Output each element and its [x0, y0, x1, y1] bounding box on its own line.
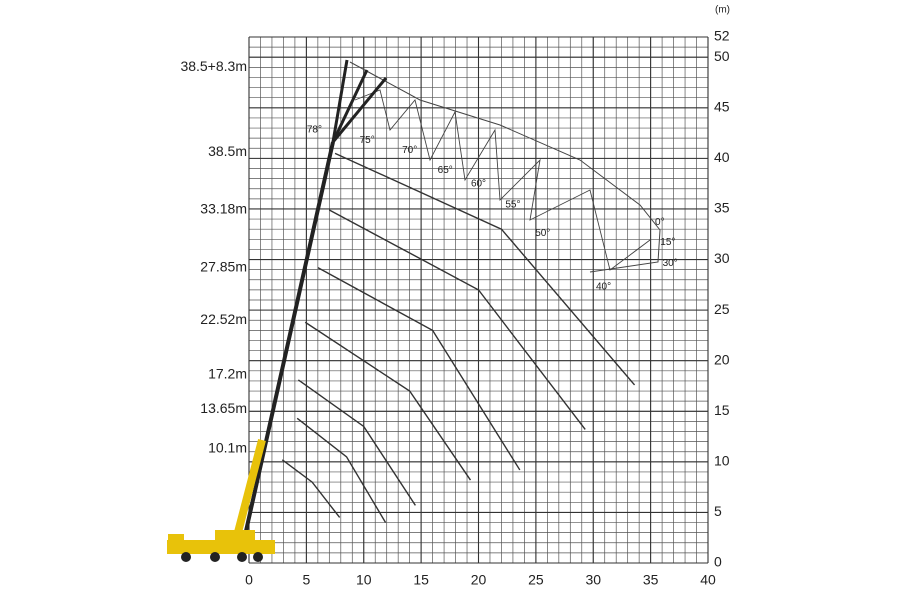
- range-curve: [296, 417, 387, 523]
- range-curve: [304, 321, 472, 481]
- range-curve: [328, 209, 586, 430]
- boom-length-label: 10.1m: [208, 439, 247, 455]
- range-curve: [334, 152, 636, 386]
- y-unit: (m): [715, 5, 730, 16]
- x-tick-label: 5: [302, 572, 310, 588]
- y-tick-label: 15: [714, 402, 730, 418]
- boom-length-label: 13.65m: [200, 400, 247, 416]
- boom-length-label: 38.5m: [208, 143, 247, 159]
- crane: [167, 59, 388, 562]
- boom-length-label: 33.18m: [200, 201, 247, 217]
- y-tick-label: 5: [714, 503, 722, 519]
- x-tick-label: 25: [528, 572, 544, 588]
- grid: [248, 36, 709, 564]
- x-tick-label: 40: [700, 572, 716, 588]
- y-tick-label: 40: [714, 149, 730, 165]
- jib-lattice: [354, 89, 651, 271]
- angle-label: 70°: [402, 145, 417, 156]
- angle-label: 60°: [471, 178, 486, 189]
- range-curve: [297, 379, 416, 506]
- angle-label: 30°: [663, 258, 678, 269]
- angle-label: 65°: [438, 165, 453, 176]
- angle-label: 40°: [596, 281, 611, 292]
- boom-length-label: 22.52m: [200, 311, 247, 327]
- y-tick-label: 10: [714, 453, 730, 469]
- angle-label: 55°: [505, 200, 520, 211]
- angle-label: 78°: [307, 125, 322, 136]
- y-tick-label: 50: [714, 48, 730, 64]
- boom-length-label: 27.85m: [200, 258, 247, 274]
- range-curve: [281, 459, 341, 518]
- x-tick-label: 15: [413, 572, 429, 588]
- angle-label: 0°: [655, 217, 665, 228]
- jib-envelope: [349, 61, 661, 273]
- x-tick-label: 0: [245, 572, 253, 588]
- y-tick-label: 0: [714, 554, 722, 570]
- y-tick-label: 52: [714, 28, 730, 44]
- boom-length-label: 38.5+8.3m: [180, 58, 247, 74]
- angle-label: 75°: [360, 135, 375, 146]
- y-tick-label: 20: [714, 351, 730, 367]
- y-tick-label: 25: [714, 301, 730, 317]
- y-tick-label: 30: [714, 250, 730, 266]
- x-tick-label: 35: [643, 572, 659, 588]
- y-tick-label: 45: [714, 99, 730, 115]
- x-tick-label: 10: [356, 572, 372, 588]
- boom-length-label: 17.2m: [208, 366, 247, 382]
- range-curve: [317, 267, 521, 471]
- x-tick-label: 20: [471, 572, 487, 588]
- angle-label: 50°: [535, 228, 550, 239]
- y-tick-label: 35: [714, 200, 730, 216]
- angle-label: 15°: [660, 237, 675, 248]
- x-tick-label: 30: [585, 572, 601, 588]
